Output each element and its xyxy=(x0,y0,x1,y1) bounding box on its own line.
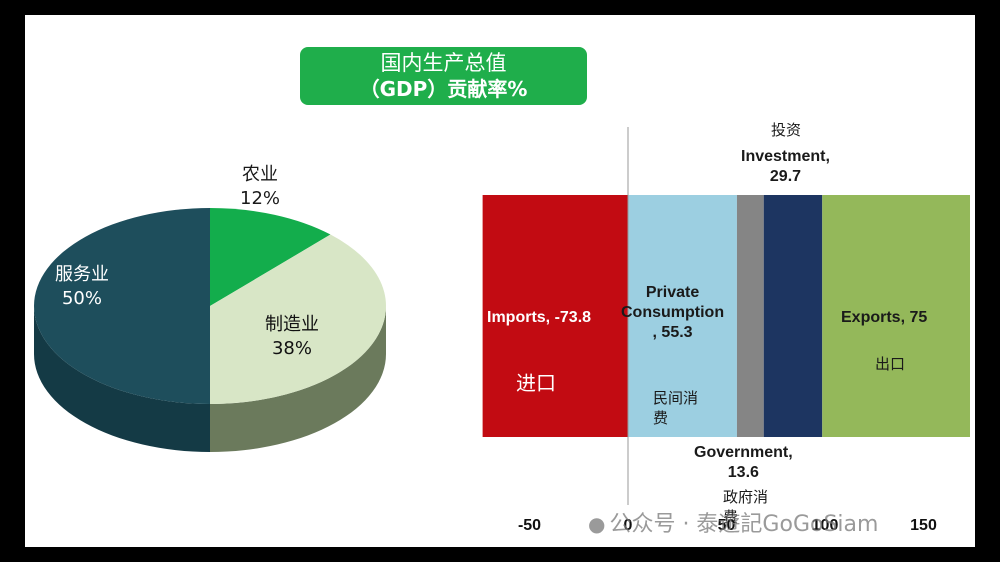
label-private-consumption: Private Consumption , 55.3 xyxy=(621,284,725,341)
x-tick-label: 0 xyxy=(623,517,633,534)
x-tick-label: 100 xyxy=(811,517,839,534)
label-imports-zh: 进口 xyxy=(516,371,556,395)
pie-label-agriculture: 农业 12% xyxy=(240,164,281,209)
pie-slice-services xyxy=(34,208,210,404)
bar-segment-private-consumption xyxy=(628,195,737,437)
label-exports: Exports, 75 xyxy=(841,309,928,326)
pie-chart xyxy=(34,208,387,452)
x-tick-label: 150 xyxy=(910,517,937,534)
pie-slice-manufacturing xyxy=(210,234,387,404)
bar-chart xyxy=(482,127,970,505)
title-box: 国内生产总值 （GDP）贡献率% xyxy=(300,47,587,105)
bar-segment-investment xyxy=(763,195,823,437)
wechat-icon: ● xyxy=(588,512,606,536)
slide: 国内生产总值 （GDP）贡献率% 农业 12% 制造业 38% 服务业 50% … xyxy=(25,15,975,547)
pie-slice-agriculture xyxy=(210,208,331,306)
bar-segment-exports xyxy=(822,195,970,437)
pie-side-manufacturing xyxy=(210,306,386,452)
bar-segment-government xyxy=(736,195,764,437)
pie-side-services xyxy=(34,306,210,452)
x-tick-label: -50 xyxy=(517,517,542,534)
pie-label-services: 服务业 50% xyxy=(55,264,109,309)
watermark: ● 公众号 · 泰遊記GoGoSiam xyxy=(588,512,879,537)
title-line-2: （GDP）贡献率% xyxy=(359,77,528,101)
label-investment-zh: 投资 xyxy=(771,121,802,139)
pie-label-manufacturing: 制造业 38% xyxy=(265,314,319,359)
label-imports: Imports, -73.8 xyxy=(487,309,592,326)
label-exports-zh: 出口 xyxy=(875,355,906,373)
label-investment: Investment, 29.7 xyxy=(741,148,830,185)
label-private-consumption-zh: 民间消 费 xyxy=(653,389,699,427)
label-government-zh: 政府消 费 xyxy=(723,488,769,526)
bar-segment-imports xyxy=(482,195,628,437)
label-government: Government, 13.6 xyxy=(694,444,793,481)
title-line-1: 国内生产总值 xyxy=(380,51,507,75)
x-tick-label: 50 xyxy=(717,517,736,534)
